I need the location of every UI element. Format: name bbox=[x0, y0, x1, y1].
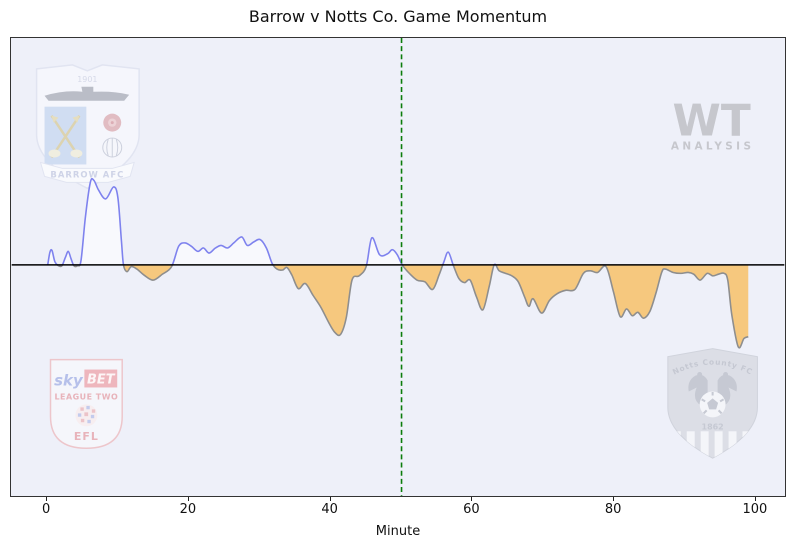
barrow-crest-watermark: 1901 BARROW AFC bbox=[35, 64, 140, 190]
notts-football-icon bbox=[699, 391, 726, 418]
wt-text: WT bbox=[673, 96, 751, 147]
notts-year-text: 1862 bbox=[702, 422, 724, 431]
x-tick-label: 40 bbox=[321, 502, 338, 517]
x-tick-label: 60 bbox=[463, 502, 480, 517]
plot-area: 1901 BARROW AFC bbox=[10, 37, 786, 497]
x-tick-mark bbox=[471, 497, 473, 501]
efl-ball-icon bbox=[75, 404, 98, 427]
x-tick-label: 80 bbox=[604, 502, 622, 517]
submarine-icon bbox=[44, 86, 130, 101]
x-tick-mark bbox=[46, 497, 48, 501]
crossed-arrows-icon bbox=[48, 114, 83, 159]
x-tick-label: 100 bbox=[742, 502, 768, 517]
wt-analysis-watermark: WT ANALYSIS bbox=[671, 96, 754, 153]
x-tick-mark bbox=[613, 497, 615, 501]
rose-icon bbox=[103, 113, 122, 132]
efl-text: EFL bbox=[74, 430, 99, 443]
chart-title: Barrow v Notts Co. Game Momentum bbox=[248, 7, 548, 26]
football-icon bbox=[102, 137, 123, 158]
momentum-series bbox=[11, 38, 785, 496]
skybet-efl-watermark: sky BET LEAGUE TWO EFL bbox=[49, 358, 123, 449]
notts-county-crest-watermark: Notts County FC 1862 bbox=[667, 348, 758, 459]
sky-text: sky bbox=[54, 371, 84, 389]
x-tick-label: 20 bbox=[179, 502, 197, 517]
x-tick-mark bbox=[329, 497, 331, 501]
barrow-name-text: BARROW AFC bbox=[50, 169, 124, 179]
bet-text: BET bbox=[87, 372, 116, 387]
x-tick-mark bbox=[754, 497, 756, 501]
barrow-year-text: 1901 bbox=[77, 75, 97, 84]
wt-analysis-text: ANALYSIS bbox=[671, 141, 754, 153]
x-tick-mark bbox=[187, 497, 189, 501]
league-two-text: LEAGUE TWO bbox=[54, 392, 118, 401]
x-axis-label: Minute bbox=[375, 524, 421, 539]
x-tick-label: 0 bbox=[41, 502, 51, 517]
